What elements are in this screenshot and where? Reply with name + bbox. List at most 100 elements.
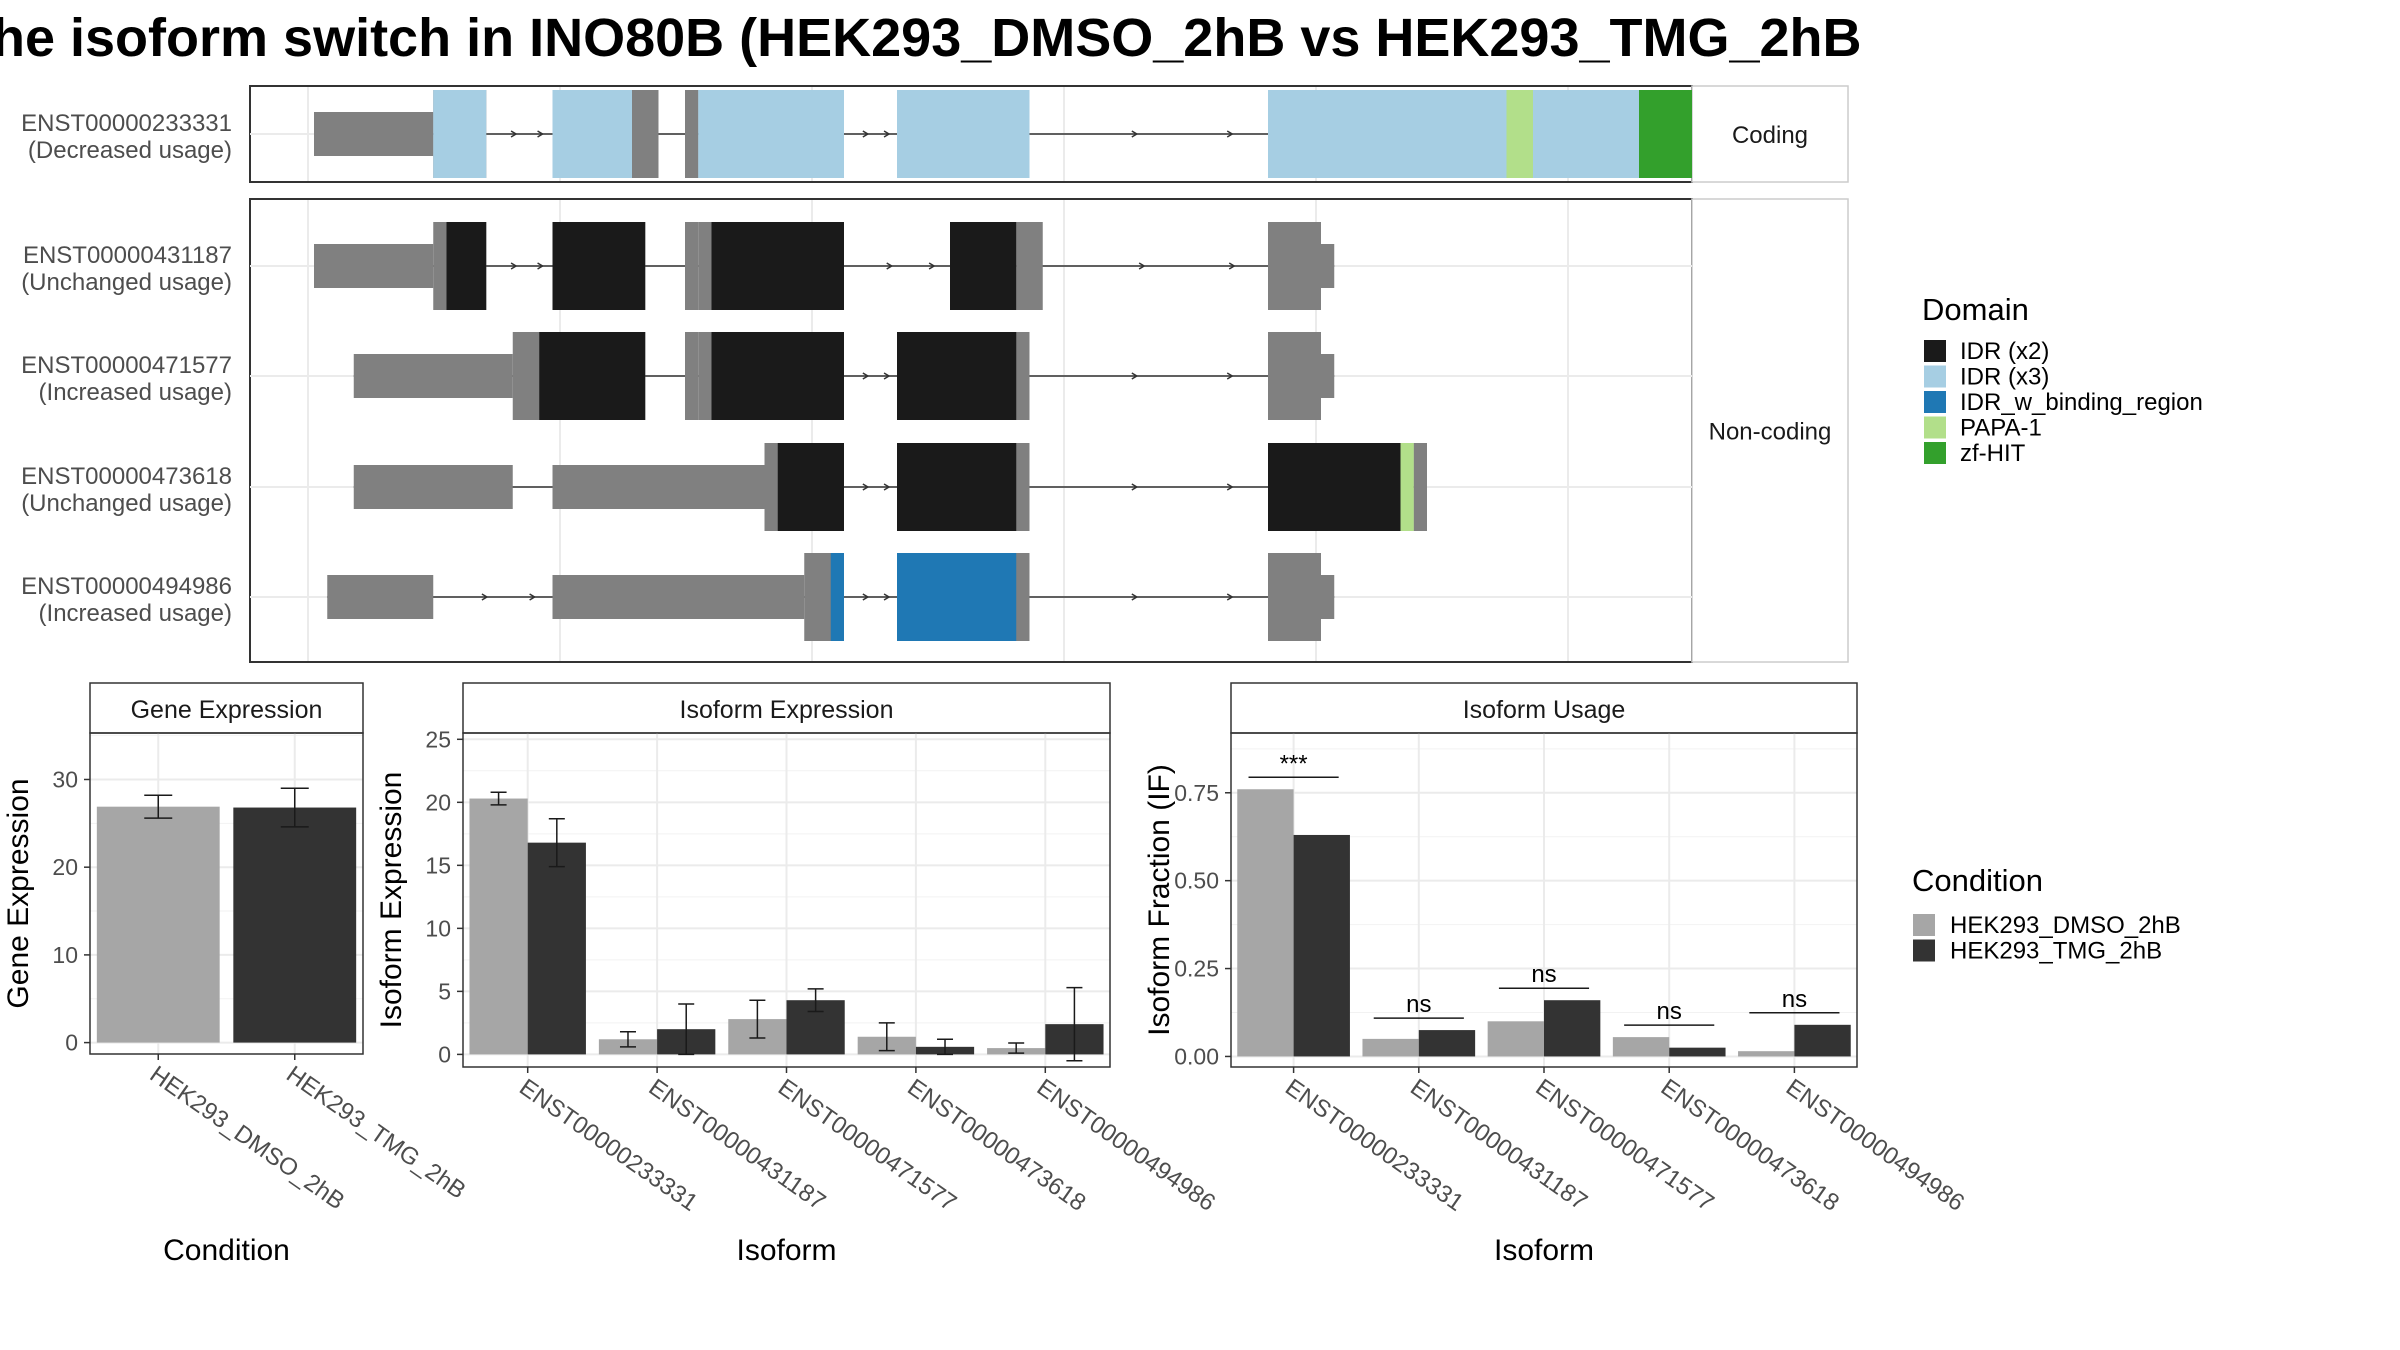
domain-zf-hit xyxy=(1639,90,1692,178)
direction-arrow xyxy=(537,130,545,138)
direction-arrow xyxy=(1226,593,1234,601)
significance-label: *** xyxy=(1280,750,1308,777)
chart-title: Gene Expression xyxy=(131,696,323,724)
y-tick-label: 20 xyxy=(52,854,78,880)
coding-exon xyxy=(685,222,699,310)
domain-idr-x2- xyxy=(552,222,646,310)
direction-arrow xyxy=(886,262,894,270)
transcript-usage-label: (Decreased usage) xyxy=(28,137,232,164)
y-tick-label: 30 xyxy=(52,766,78,792)
transcript-ENST00000233331 xyxy=(314,90,1692,178)
coding-exon xyxy=(1413,443,1427,531)
y-tick-label: 0 xyxy=(438,1041,451,1067)
panel-border xyxy=(1230,732,1858,1068)
transcript-id-label: ENST00000473618 xyxy=(21,463,232,490)
chart-title: Isoform Expression xyxy=(680,696,894,724)
domain-idr-x2- xyxy=(711,222,844,310)
domain-legend-swatch xyxy=(1924,442,1946,464)
facet-label-coding: Coding xyxy=(1732,122,1808,149)
domain-idr-x2- xyxy=(1268,443,1401,531)
x-axis-title: Isoform xyxy=(1494,1234,1594,1267)
domain-papa-1 xyxy=(1506,90,1533,178)
condition-legend-label: HEK293_DMSO_2hB xyxy=(1950,912,2181,939)
bar xyxy=(1738,1051,1795,1057)
y-tick-label: 0.75 xyxy=(1174,780,1219,806)
transcript-id-label: ENST00000431187 xyxy=(23,242,232,269)
y-tick-label: 0.50 xyxy=(1174,868,1219,894)
utr-exon xyxy=(314,112,434,156)
utr-exon xyxy=(552,465,699,509)
y-tick-label: 0.00 xyxy=(1174,1043,1219,1069)
utr-exon xyxy=(327,575,434,619)
bar xyxy=(96,806,220,1043)
domain-idr-w-binding-region xyxy=(897,553,1017,641)
transcript-ENST00000473618 xyxy=(353,443,1427,531)
significance-label: ns xyxy=(1657,998,1682,1025)
y-axis-title: Isoform Fraction (IF) xyxy=(1143,764,1176,1036)
y-axis-title: Gene Expression xyxy=(2,778,35,1008)
utr-exon xyxy=(685,575,805,619)
chart-gene-expression: Gene Expression0102030HEK293_DMSO_2hBHEK… xyxy=(2,682,471,1267)
domain-idr-x2- xyxy=(446,222,487,310)
transcript-id-label: ENST00000471577 xyxy=(21,352,232,379)
bar xyxy=(1237,789,1294,1057)
direction-arrow xyxy=(883,483,891,491)
direction-arrow xyxy=(1226,483,1234,491)
coding-exon xyxy=(685,90,699,178)
direction-arrow xyxy=(1228,262,1236,270)
y-tick-label: 20 xyxy=(425,789,451,815)
bar xyxy=(1293,834,1350,1057)
transcript-usage-label: (Increased usage) xyxy=(39,379,232,406)
transcript-id-label: ENST00000233331 xyxy=(21,110,232,137)
bar xyxy=(1487,1021,1544,1057)
bar xyxy=(469,798,528,1055)
significance-label: ns xyxy=(1406,991,1431,1018)
direction-arrow xyxy=(862,372,870,380)
domain-legend-label: zf-HIT xyxy=(1960,440,2026,467)
bar xyxy=(1669,1047,1726,1057)
coding-exon xyxy=(632,90,659,178)
transcript-usage-label: (Increased usage) xyxy=(39,600,232,627)
domain-legend-swatch xyxy=(1924,365,1946,388)
direction-arrow xyxy=(481,593,489,601)
domain-legend-title: Domain xyxy=(1922,292,2029,327)
domain-idr-x3- xyxy=(1268,90,1507,178)
facet-strip xyxy=(462,682,1111,734)
y-tick-label: 0 xyxy=(65,1030,78,1056)
direction-arrow xyxy=(1131,372,1139,380)
facet-strip-noncoding xyxy=(1691,198,1849,663)
coding-exon xyxy=(1268,222,1321,310)
condition-legend-title: Condition xyxy=(1912,863,2043,898)
facet-label-noncoding: Non-coding xyxy=(1709,419,1832,446)
utr-exon xyxy=(314,244,434,288)
y-tick-label: 10 xyxy=(52,942,78,968)
utr-exon xyxy=(1321,354,1335,398)
facet-strip xyxy=(89,682,364,734)
panel-border xyxy=(462,732,1111,1068)
domain-idr-x2- xyxy=(897,443,1017,531)
domain-idr-x3- xyxy=(897,90,1030,178)
direction-arrow xyxy=(529,593,537,601)
direction-arrow xyxy=(1138,262,1146,270)
chart-title: Isoform Usage xyxy=(1463,696,1626,724)
condition-legend-swatch xyxy=(1913,914,1935,936)
transcript-ENST00000431187 xyxy=(314,222,1335,310)
utr-exon xyxy=(353,465,513,509)
direction-arrow xyxy=(862,483,870,491)
transcript-ENST00000494986 xyxy=(327,553,1335,641)
domain-legend-label: PAPA-1 xyxy=(1960,415,2042,442)
domain-legend-swatch xyxy=(1924,391,1946,413)
transcript-usage-label: (Unchanged usage) xyxy=(21,269,232,296)
utr-exon xyxy=(552,575,685,619)
y-tick-label: 10 xyxy=(425,915,451,941)
coding-exon xyxy=(685,332,699,420)
direction-arrow xyxy=(883,372,891,380)
transcript-ENST00000471577 xyxy=(353,332,1335,420)
panel-border xyxy=(89,732,364,1055)
bar xyxy=(527,842,586,1055)
domain-legend-label: IDR (x2) xyxy=(1960,338,2049,365)
direction-arrow xyxy=(1226,372,1234,380)
condition-legend-swatch xyxy=(1913,939,1935,962)
utr-exon xyxy=(1321,244,1335,288)
